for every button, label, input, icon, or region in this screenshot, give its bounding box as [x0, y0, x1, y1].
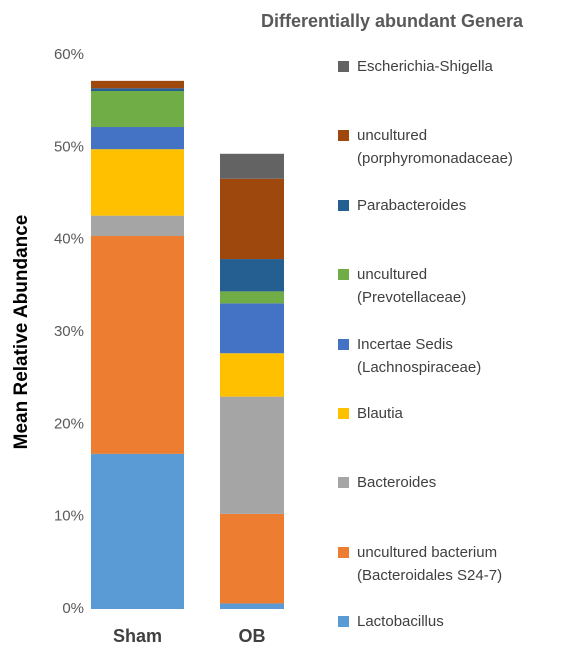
bar-segment — [91, 80, 184, 89]
legend-label: Incertae Sedis (Lachnospiraceae) — [357, 335, 482, 376]
legend-item: Blautia — [338, 402, 403, 425]
legend-label: uncultured bacterium (Bacteroidales S24-… — [357, 543, 503, 584]
y-tick-label: 30% — [54, 323, 84, 340]
legend-label: uncultured (Prevotellaceae) — [357, 266, 467, 307]
chart-title: Differentially abundant Genera — [261, 11, 524, 31]
bar-segment — [220, 153, 284, 179]
bar-segment — [220, 178, 284, 260]
legend-label: Blautia — [357, 405, 403, 422]
legend-item: Parabacteroides — [338, 194, 466, 217]
y-tick-label: 40% — [54, 231, 84, 248]
bar-segment — [91, 149, 184, 216]
legend-label: Escherichia-Shigella — [357, 58, 493, 75]
y-tick-label: 50% — [54, 138, 84, 155]
bar-segment — [220, 603, 284, 609]
legend-item: uncultured bacterium (Bacteroidales S24-… — [338, 541, 502, 587]
legend-label: uncultured (porphyromonadaceae) — [357, 127, 513, 168]
legend-item: Bacteroides — [338, 471, 436, 494]
legend-item: Escherichia-Shigella — [338, 55, 493, 78]
y-tick-label: 0% — [62, 600, 84, 617]
bar-segment — [220, 513, 284, 604]
bar-segment — [91, 453, 184, 609]
y-tick-label: 60% — [54, 46, 84, 63]
x-tick-label: Sham — [113, 626, 162, 646]
legend-swatch — [338, 130, 349, 142]
legend-swatch — [338, 408, 349, 419]
bar-segment — [220, 396, 284, 514]
bar-segment — [91, 235, 184, 454]
bar-segment — [220, 303, 284, 354]
legend-item: Incertae Sedis (Lachnospiraceae) — [338, 333, 481, 379]
legend-item: uncultured (porphyromonadaceae) — [338, 124, 513, 170]
legend-swatch — [338, 269, 349, 281]
legend-swatch — [338, 616, 349, 628]
bar-segment — [220, 259, 284, 292]
bar-segment — [91, 127, 184, 150]
legend-label: Parabacteroides — [357, 196, 467, 214]
legend-item: Lactobacillus — [338, 610, 444, 633]
bar-segment — [220, 291, 284, 304]
bar-segment — [91, 215, 184, 236]
y-tick-label: 20% — [54, 415, 84, 432]
legend-swatch — [338, 61, 349, 72]
bar-segment — [91, 88, 184, 92]
bar-segment — [220, 353, 284, 397]
legend-swatch — [338, 477, 349, 489]
bar-segment — [91, 91, 184, 128]
x-tick-label: OB — [239, 626, 266, 646]
legend-label: Bacteroides — [357, 474, 437, 492]
legend-item: uncultured (Prevotellaceae) — [338, 263, 466, 309]
legend-label: Lactobacillus — [357, 613, 444, 631]
y-tick-label: 10% — [54, 508, 84, 525]
legend-swatch — [338, 338, 349, 350]
legend-swatch — [338, 199, 349, 211]
legend-swatch — [338, 546, 349, 558]
y-axis-label: Mean Relative Abundance — [11, 215, 32, 450]
